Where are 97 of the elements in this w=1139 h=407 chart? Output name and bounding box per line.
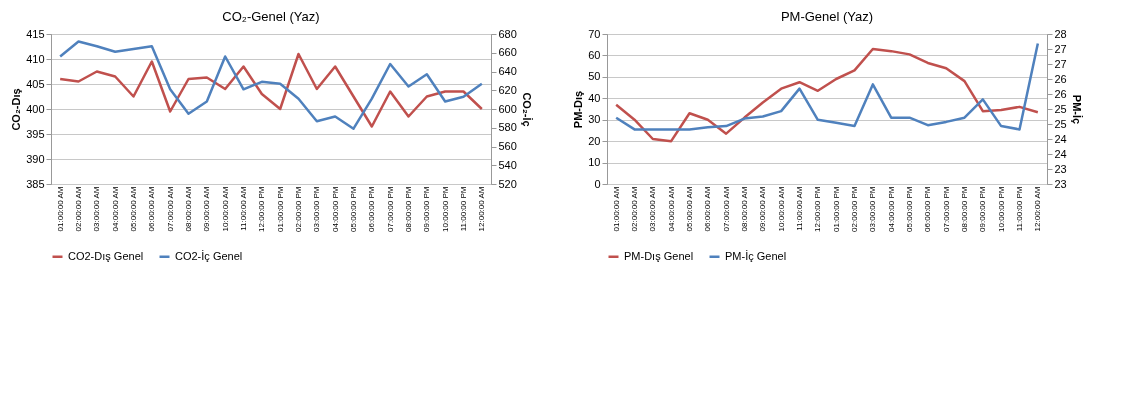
y2-tick-label: 27 <box>1054 57 1067 70</box>
x-tick-label: 08:00:00 AM <box>740 186 749 232</box>
line-series <box>614 47 1040 143</box>
x-tick-label: 07:00:00 AM <box>165 186 175 232</box>
y2-tick-label: 540 <box>498 158 517 171</box>
y-tick-label: 405 <box>26 77 45 90</box>
legend-label: CO2-İç Genel <box>175 249 243 262</box>
x-tick-label: 02:00:00 PM <box>294 186 303 232</box>
y2-tick-label: 520 <box>498 177 517 190</box>
y2-tick-label: 25 <box>1054 102 1067 115</box>
y2-tick-label: 580 <box>498 121 517 134</box>
x-tick-label: 09:00:00 PM <box>422 186 432 232</box>
y-tick-label: 415 <box>26 27 45 40</box>
x-tick-label: 12:00:00 PM <box>257 186 267 232</box>
y2-tick-label: 25 <box>1054 117 1067 130</box>
y-tick-label: 20 <box>588 134 601 147</box>
x-tick-label: 08:00:00 AM <box>184 186 193 232</box>
y-tick-label: 50 <box>588 70 601 83</box>
x-tick-label: 07:00:00 AM <box>721 186 731 232</box>
y-tick-label: 395 <box>26 127 45 140</box>
y2-tick-label: 620 <box>498 83 517 96</box>
x-tick-label: 01:00:00 AM <box>611 186 621 232</box>
chart-title: PM-Genel (Yaz) <box>780 9 874 24</box>
x-tick-label: 09:00:00 AM <box>202 186 212 232</box>
y2-tick-label: 26 <box>1054 72 1067 85</box>
x-tick-label: 12:00:00 AM <box>1033 186 1043 232</box>
y2-tick-label: 23 <box>1054 177 1067 190</box>
legend-label: PM-Dış Genel <box>624 249 694 262</box>
y2-tick-label: 600 <box>498 102 517 115</box>
x-tick-label: 05:00:00 PM <box>905 186 914 232</box>
y2-tick-label: 27 <box>1054 42 1067 55</box>
x-tick-label: 06:00:00 PM <box>367 186 377 232</box>
x-tick-label: 03:00:00 AM <box>648 186 658 232</box>
x-tick-label: 04:00:00 AM <box>110 186 120 232</box>
x-tick-label: 01:00:00 AM <box>55 186 65 232</box>
y2-tick-label: 560 <box>498 140 517 152</box>
x-tick-label: 05:00:00 AM <box>129 186 138 232</box>
y2-tick-label: 640 <box>498 65 517 77</box>
line-series <box>58 40 484 130</box>
y2-tick-label: 680 <box>498 27 517 40</box>
x-tick-label: 08:00:00 PM <box>960 186 969 232</box>
y2-axis-title: PM-İç <box>1070 94 1083 125</box>
y2-axis-title: CO₂-İç <box>520 92 533 127</box>
line-series <box>58 52 484 128</box>
x-tick-label: 11:00:00 PM <box>459 186 468 232</box>
x-tick-label: 12:00:00 PM <box>813 186 823 232</box>
x-tick-label: 04:00:00 PM <box>886 186 896 232</box>
y-tick-label: 410 <box>26 52 45 65</box>
y2-tick-label: 660 <box>498 46 517 59</box>
y-tick-label: 40 <box>588 91 601 104</box>
y-tick-label: 0 <box>594 177 601 190</box>
x-tick-label: 09:00:00 AM <box>758 186 768 232</box>
y-tick-label: 70 <box>588 27 601 40</box>
legend-label: PM-İç Genel <box>725 249 787 262</box>
x-tick-label: 04:00:00 AM <box>666 186 676 232</box>
x-tick-label: 10:00:00 PM <box>440 186 450 232</box>
y-tick-label: 400 <box>26 102 45 115</box>
x-tick-label: 11:00:00 AM <box>239 186 248 231</box>
x-tick-label: 11:00:00 AM <box>795 186 804 231</box>
x-tick-label: 03:00:00 PM <box>868 186 878 232</box>
x-tick-label: 10:00:00 PM <box>996 186 1006 232</box>
legend-label: CO2-Dış Genel <box>68 249 144 262</box>
x-tick-label: 05:00:00 AM <box>685 186 694 232</box>
x-tick-label: 02:00:00 PM <box>850 186 859 232</box>
x-tick-label: 05:00:00 PM <box>349 186 358 232</box>
x-tick-label: 08:00:00 PM <box>404 186 413 232</box>
x-tick-label: 10:00:00 AM <box>220 186 230 232</box>
line-series <box>614 42 1040 131</box>
x-tick-label: 06:00:00 AM <box>703 186 713 232</box>
y2-tick-label: 24 <box>1054 132 1067 145</box>
x-tick-label: 10:00:00 AM <box>776 186 786 232</box>
y2-tick-label: 28 <box>1054 27 1067 40</box>
x-tick-label: 01:00:00 PM <box>831 186 841 232</box>
x-tick-label: 03:00:00 AM <box>92 186 102 232</box>
y-axis-title: PM-Dış <box>572 90 585 129</box>
x-tick-label: 02:00:00 AM <box>74 186 83 232</box>
x-tick-label: 11:00:00 PM <box>1015 186 1024 232</box>
x-tick-label: 04:00:00 PM <box>330 186 340 232</box>
y2-tick-label: 23 <box>1054 162 1067 175</box>
y-tick-label: 60 <box>588 48 601 61</box>
y2-tick-label: 26 <box>1054 87 1067 100</box>
y2-tick-label: 24 <box>1054 147 1067 160</box>
x-tick-label: 06:00:00 AM <box>147 186 157 232</box>
x-tick-label: 01:00:00 PM <box>275 186 285 232</box>
y-tick-label: 10 <box>588 156 601 169</box>
x-tick-label: 07:00:00 PM <box>941 186 951 232</box>
x-tick-label: 06:00:00 PM <box>923 186 933 232</box>
y-tick-label: 390 <box>26 152 45 165</box>
y-axis-title: CO₂-Dış <box>10 88 23 131</box>
y-tick-label: 30 <box>588 113 601 126</box>
x-tick-label: 03:00:00 PM <box>312 186 322 232</box>
x-tick-label: 07:00:00 PM <box>385 186 395 232</box>
chart-title: CO₂-Genel (Yaz) <box>222 9 320 24</box>
x-tick-label: 02:00:00 AM <box>630 186 639 232</box>
y-tick-label: 385 <box>26 177 45 190</box>
x-tick-label: 12:00:00 AM <box>477 186 487 232</box>
x-tick-label: 09:00:00 PM <box>978 186 988 232</box>
